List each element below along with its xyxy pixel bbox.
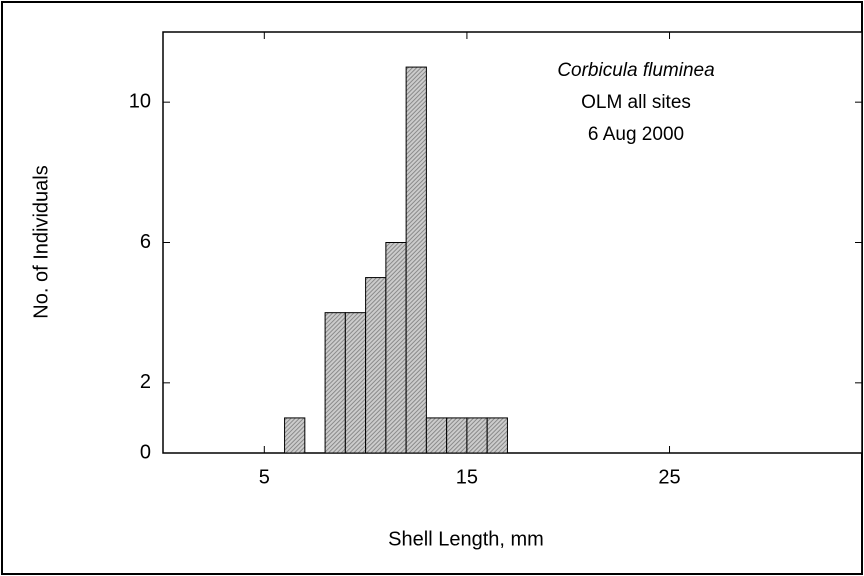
bar [446,417,468,454]
x-axis-label: Shell Length, mm [388,528,544,550]
y-tick-label: 6 [140,231,151,253]
bar [324,312,346,454]
y-tick-label: 2 [140,371,151,393]
annotation: OLM all sites [581,92,691,113]
x-tick-label: 25 [658,466,680,488]
plot-area [162,31,863,454]
annotation: 6 Aug 2000 [588,124,684,145]
x-tick-label: 15 [456,466,478,488]
bar [284,417,306,454]
annotation: Corbicula fluminea [557,60,714,81]
bar [385,242,407,454]
bar [486,417,508,454]
y-tick-label: 0 [140,441,151,463]
bar [344,312,367,454]
x-tick-label: 5 [259,466,270,488]
y-axis-label: No. of Individuals [30,165,52,318]
y-tick-label: 10 [129,90,151,112]
bar [405,66,427,454]
bar [425,417,448,454]
bar [466,417,488,454]
bar [365,277,387,454]
